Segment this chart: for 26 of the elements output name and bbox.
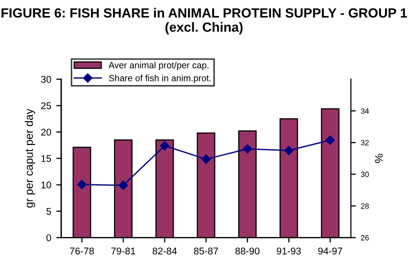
chart-title: FIGURE 6: FISH SHARE in ANIMAL PROTEIN SUPPLY - GROUP 1 (excl. China) (2, 8, 407, 34)
y-tick-label: 25 (41, 102, 52, 110)
point (160, 141, 170, 150)
point (201, 154, 211, 164)
y-tick-label: 20 (41, 128, 52, 136)
x-tick-label: 94-97 (318, 248, 342, 254)
y2-axis-title: % (374, 154, 383, 163)
legend-label: Share of fish in anim.prot. (108, 74, 211, 84)
y-tick-label: 10 (41, 182, 52, 188)
x-tick-label: 91-93 (276, 248, 301, 254)
point (326, 136, 335, 145)
y-tick-label: 30 (41, 76, 52, 83)
point (77, 180, 87, 190)
y-tick-label: 15 (41, 155, 52, 162)
point (284, 146, 294, 156)
y-tick-label: 0 (46, 234, 52, 242)
y-tick-label: 5 (46, 208, 52, 215)
x-tick-label: 82-84 (152, 248, 177, 254)
point (242, 144, 252, 154)
y-axis-title: gr per caput per day (24, 108, 36, 208)
legend-label: Aver animal prot/per cap. (108, 62, 208, 70)
point (118, 180, 128, 190)
x-tick-label: 88-90 (235, 248, 260, 254)
x-tick-label: 85-87 (194, 248, 218, 254)
x-tick-label: 76-78 (70, 248, 94, 254)
x-tick-label: 79-81 (111, 248, 136, 254)
